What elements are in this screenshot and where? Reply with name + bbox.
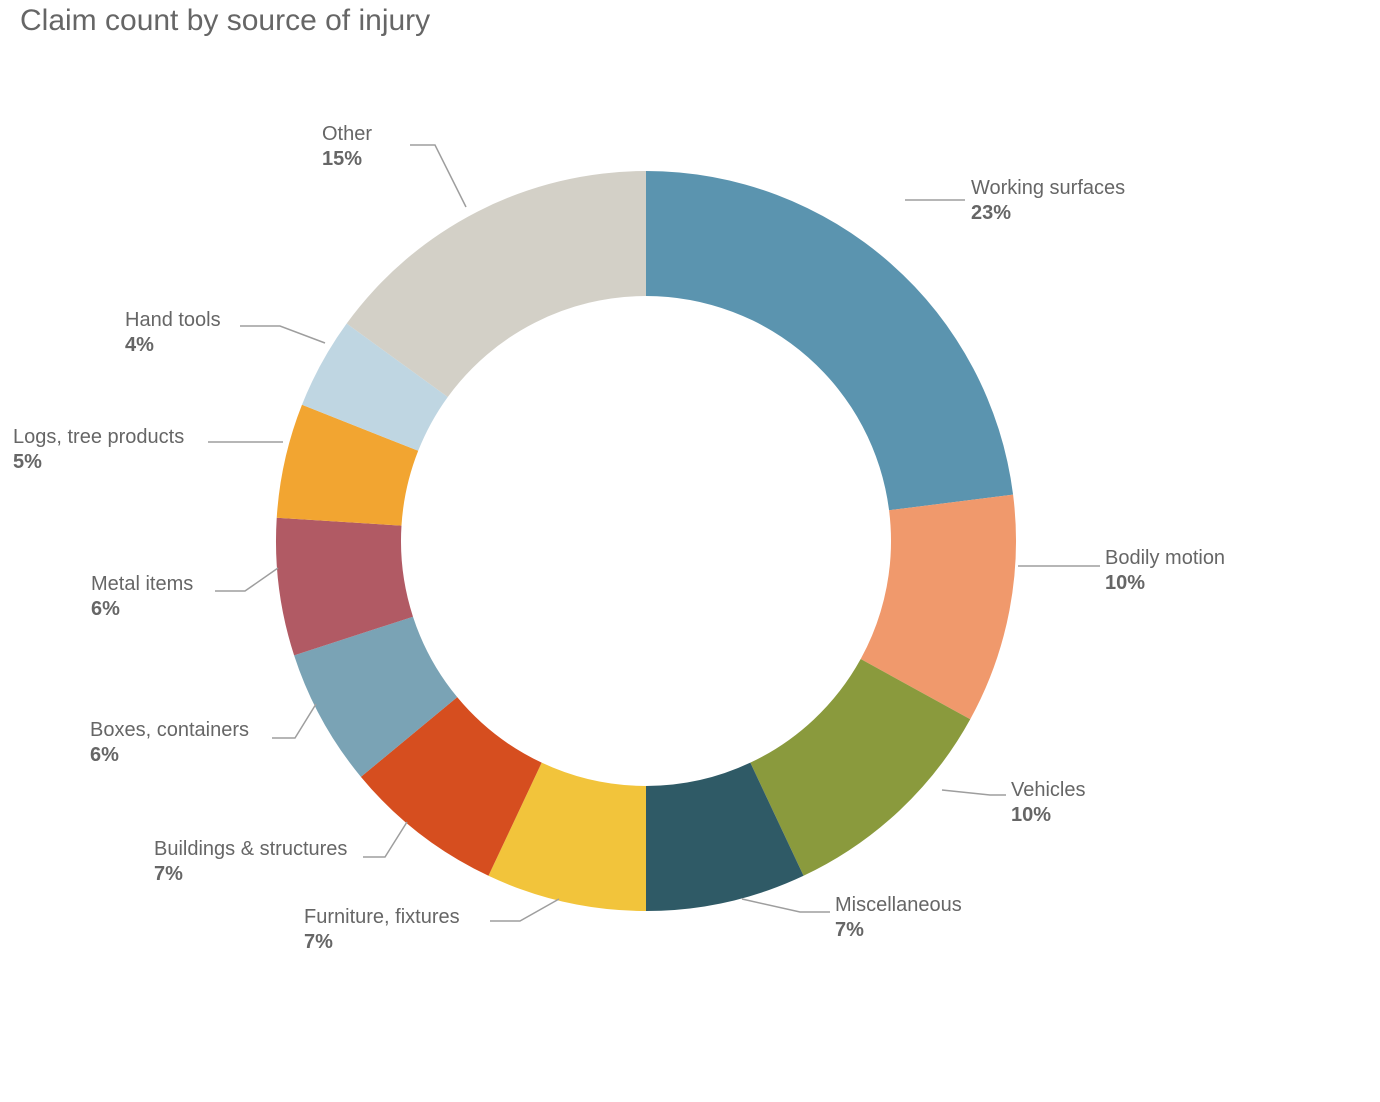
slice-label-pct: 5% [13, 450, 184, 475]
slice-label-pct: 6% [90, 743, 249, 768]
page: Claim count by source of injury Working … [0, 0, 1380, 1097]
slice-label: Bodily motion10% [1105, 546, 1225, 596]
slice-label-text: Miscellaneous [835, 894, 962, 916]
leader-line [240, 326, 325, 343]
slice-label-pct: 6% [91, 597, 193, 622]
slice-label: Metal items6% [91, 572, 193, 622]
slice-label-text: Furniture, fixtures [304, 906, 460, 928]
slice-label-pct: 4% [125, 333, 221, 358]
slice-label-pct: 10% [1105, 571, 1225, 596]
leader-line [942, 790, 1006, 795]
donut-slice [646, 171, 1013, 510]
slice-label: Other15% [322, 122, 372, 172]
slice-label-text: Bodily motion [1105, 547, 1225, 569]
slice-label-text: Other [322, 123, 372, 145]
slice-label-text: Vehicles [1011, 779, 1086, 801]
slice-label-pct: 7% [154, 862, 347, 887]
slice-label: Hand tools4% [125, 308, 221, 358]
slice-label: Vehicles10% [1011, 778, 1086, 828]
slice-label-text: Working surfaces [971, 177, 1125, 199]
slice-label-pct: 7% [835, 918, 962, 943]
slice-label-text: Logs, tree products [13, 426, 184, 448]
slice-label: Boxes, containers6% [90, 718, 249, 768]
slice-label-pct: 23% [971, 201, 1125, 226]
slice-label: Miscellaneous7% [835, 893, 962, 943]
slice-label-pct: 10% [1011, 803, 1086, 828]
leader-line [272, 704, 316, 738]
slice-label-text: Buildings & structures [154, 838, 347, 860]
slice-label: Working surfaces23% [971, 176, 1125, 226]
slice-label: Furniture, fixtures7% [304, 905, 460, 955]
slice-label-text: Hand tools [125, 309, 221, 331]
leader-line [215, 568, 278, 591]
leader-line [490, 899, 559, 921]
slice-label-pct: 15% [322, 147, 372, 172]
leader-line [363, 822, 407, 857]
leader-line [742, 899, 830, 912]
slice-label: Logs, tree products5% [13, 425, 184, 475]
leader-line [410, 145, 466, 207]
slice-label: Buildings & structures7% [154, 837, 347, 887]
slice-label-text: Boxes, containers [90, 719, 249, 741]
slice-label-pct: 7% [304, 930, 460, 955]
slice-label-text: Metal items [91, 573, 193, 595]
